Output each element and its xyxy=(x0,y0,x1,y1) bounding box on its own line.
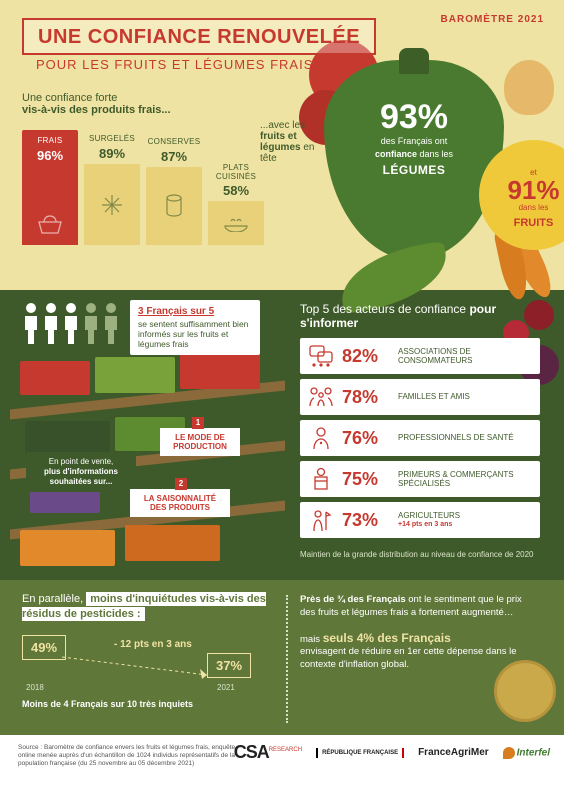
actor-label: FAMILLES ET AMIS xyxy=(398,392,532,401)
bar-label: FRAIS xyxy=(37,136,62,146)
bar-value: 87% xyxy=(146,149,202,164)
actor-pct: 78% xyxy=(342,387,390,408)
infographic-page: BAROMÈTRE 2021 UNE CONFIANCE RENOUVELÉE … xyxy=(0,0,564,797)
interfel-logo: Interfel xyxy=(503,747,550,759)
apple-stat: et 91% dans les FRUITS xyxy=(491,168,564,231)
trend-delta: - 12 pts en 3 ans xyxy=(114,639,192,650)
pesticides-heading: En parallèle, moins d'inquiétudes vis-à-… xyxy=(22,592,272,623)
csa-logo: CSARESEARCH xyxy=(234,742,302,763)
trend-end-year: 2021 xyxy=(217,683,235,692)
grocer-icon xyxy=(308,466,334,492)
people-pictogram xyxy=(22,302,120,344)
person-icon xyxy=(82,302,100,344)
pesticides-trend-chart: 49% - 12 pts en 3 ans 37% 2018 2021 xyxy=(22,635,272,695)
pesticides-block: En parallèle, moins d'inquiétudes vis-à-… xyxy=(22,592,272,709)
actor-row: 82% ASSOCIATIONS DE CONSOMMATEURS xyxy=(300,338,540,374)
callout-intro-l2: plus d'informations souhaitées sur... xyxy=(44,467,118,486)
apple-pct: 91% xyxy=(491,177,564,203)
top5-title: Top 5 des acteurs de confiance pour s'in… xyxy=(300,302,530,330)
bar-basket: FRAIS 96% xyxy=(22,130,78,245)
side-text: ...avec les fruits et légumes en tête xyxy=(260,120,325,164)
top5-title-pre: Top 5 des acteurs de confiance xyxy=(300,302,469,316)
person-icon xyxy=(42,302,60,344)
confidence-intro-l1: Une confiance forte xyxy=(22,92,117,104)
side-text-pre: ...avec les xyxy=(260,120,305,131)
main-title: UNE CONFIANCE RENOUVELÉE xyxy=(22,18,376,55)
top5-note: Maintien de la grande distribution au ni… xyxy=(300,550,540,559)
logo-row: CSARESEARCH RÉPUBLIQUE FRANÇAISE FranceA… xyxy=(234,742,550,763)
actor-pct: 75% xyxy=(342,469,390,490)
person-icon xyxy=(62,302,80,344)
callout-intro: En point de vente, plus d'informations s… xyxy=(26,452,136,492)
person-icon xyxy=(22,302,40,344)
price-p1: Près de ¾ des Français ont le sentiment … xyxy=(300,594,530,620)
person-icon xyxy=(102,302,120,344)
pepper-pct: 93% xyxy=(339,100,489,134)
pepper-line1: des Français ont xyxy=(339,136,489,147)
pesticides-footer: Moins de 4 Français sur 10 très inquiets xyxy=(22,699,272,709)
farmer-icon xyxy=(308,507,334,533)
actor-row: 76% PROFESSIONNELS DE SANTÉ xyxy=(300,420,540,456)
bar-dish: PLATS CUISINÉS 58% xyxy=(208,163,264,245)
subtitle: POUR LES FRUITS ET LÉGUMES FRAIS xyxy=(22,57,376,72)
bar-label: PLATS CUISINÉS xyxy=(208,163,264,181)
bar-value: 96% xyxy=(37,148,63,163)
barometer-badge: BAROMÈTRE 2021 xyxy=(441,14,544,25)
pepper-line3: dans les xyxy=(420,149,454,159)
doctor-icon xyxy=(308,425,334,451)
actor-label: ASSOCIATIONS DE CONSOMMATEURS xyxy=(398,347,532,365)
onion-illustration xyxy=(504,60,554,115)
apple-line2: FRUITS xyxy=(514,217,554,229)
franceagrimer-logo: FranceAgriMer xyxy=(418,747,489,758)
top5-list: 82% ASSOCIATIONS DE CONSOMMATEURS 78% FA… xyxy=(300,338,540,538)
family-icon xyxy=(308,384,334,410)
actor-pct: 73% xyxy=(342,510,390,531)
actor-row: 78% FAMILLES ET AMIS xyxy=(300,379,540,415)
pepper-line2: confiance xyxy=(375,149,417,159)
trend-line-icon xyxy=(62,653,212,683)
informed-box: 3 Français sur 5 se sentent suffisamment… xyxy=(130,300,260,355)
actor-label: PRIMEURS & COMMERÇANTS SPÉCIALISÉS xyxy=(398,470,532,488)
pepper-stem-illustration xyxy=(399,48,429,74)
actor-pct: 76% xyxy=(342,428,390,449)
actor-row: 73% AGRICULTEURS+14 pts en 3 ans xyxy=(300,502,540,538)
bar-can: CONSERVES 87% xyxy=(146,137,202,245)
price-block: Près de ¾ des Français ont le sentiment … xyxy=(300,594,530,672)
bar-label: SURGELÉS xyxy=(84,134,140,144)
actor-row: 75% PRIMEURS & COMMERÇANTS SPÉCIALISÉS xyxy=(300,461,540,497)
confidence-bar-chart: FRAIS 96% SURGELÉS 89% CONSERVES 87% PLA… xyxy=(22,130,264,245)
trend-start-year: 2018 xyxy=(26,683,44,692)
callout-intro-l1: En point de vente, xyxy=(49,457,114,466)
confidence-intro: Une confiance forte vis-à-vis des produi… xyxy=(22,92,192,116)
informed-body: se sentent suffisamment bien informés su… xyxy=(138,319,248,349)
title-block: UNE CONFIANCE RENOUVELÉE POUR LES FRUITS… xyxy=(22,18,376,72)
source-text: Source : Baromètre de confiance envers l… xyxy=(18,744,248,768)
bar-value: 89% xyxy=(84,146,140,161)
actor-pct: 82% xyxy=(342,346,390,367)
actor-label: AGRICULTEURS+14 pts en 3 ans xyxy=(398,511,532,528)
bar-label: CONSERVES xyxy=(146,137,202,147)
callout-2: LA SAISONNALITÉ DES PRODUITS xyxy=(130,489,230,517)
bar-snow: SURGELÉS 89% xyxy=(84,134,140,245)
republique-francaise-logo: RÉPUBLIQUE FRANÇAISE xyxy=(316,748,404,758)
pesticides-heading-pre: En parallèle, xyxy=(22,593,86,605)
informed-headline: 3 Français sur 5 xyxy=(138,306,252,317)
vertical-divider xyxy=(286,595,288,723)
side-text-bold: fruits et légumes xyxy=(260,131,301,153)
pepper-line4: LÉGUMES xyxy=(383,163,446,177)
chat-icon xyxy=(308,343,334,369)
confidence-intro-l2: vis-à-vis des produits frais... xyxy=(22,104,192,116)
callout-1: LE MODE DE PRODUCTION xyxy=(160,428,240,456)
trend-end-value: 37% xyxy=(207,653,251,678)
pepper-stat: 93% des Français ont confiance dans les … xyxy=(339,100,489,179)
actor-label: PROFESSIONNELS DE SANTÉ xyxy=(398,433,532,442)
bar-value: 58% xyxy=(208,183,264,198)
rank-1: 1 xyxy=(192,417,204,429)
rank-2: 2 xyxy=(175,478,187,490)
trend-start-value: 49% xyxy=(22,635,66,660)
price-p2: mais seuls 4% des Françaisenvisagent de … xyxy=(300,630,530,672)
